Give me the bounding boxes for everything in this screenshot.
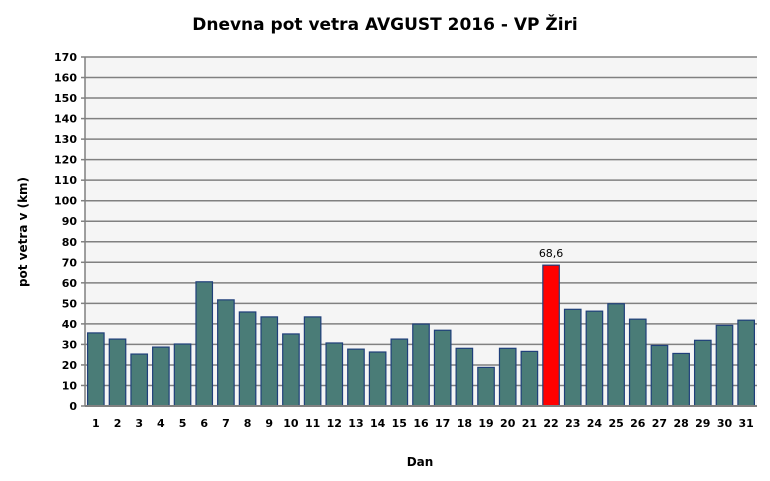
y-axis-label: pot vetra v (km) [16,177,30,287]
x-tick-label: 24 [587,417,603,430]
x-tick-label: 29 [695,417,710,430]
y-tick-label: 80 [62,236,78,249]
bar-day-19 [477,366,495,407]
bar-day-26 [628,318,647,407]
y-tick-label: 130 [54,133,77,146]
bar-day-29 [693,339,712,407]
x-tick-label: 4 [157,417,165,430]
x-tick-label: 5 [179,417,187,430]
y-tick-label: 170 [54,51,77,64]
y-tick-label: 70 [62,256,78,269]
bar-day-21 [520,350,539,407]
bar-day-16 [412,323,430,407]
x-tick-label: 16 [413,417,429,430]
y-tick-label: 100 [54,195,77,208]
x-tick-label: 10 [283,417,299,430]
x-tick-label: 14 [370,417,386,430]
x-tick-label: 31 [739,417,754,430]
bar-day-12 [325,342,344,407]
x-tick-label: 27 [652,417,667,430]
bar-day-18 [455,347,474,407]
y-tick-label: 20 [62,359,78,372]
bar-day-24 [585,310,604,407]
x-tick-label: 1 [92,417,100,430]
y-tick-label: 0 [69,400,77,413]
y-tick-label: 40 [62,318,78,331]
x-tick-label: 13 [348,417,363,430]
x-tick-label: 21 [522,417,537,430]
bar-day-30 [715,324,734,407]
y-tick-label: 60 [62,277,78,290]
bar-day-8 [238,311,257,407]
x-tick-label: 18 [457,417,472,430]
y-tick-label: 110 [54,174,77,187]
y-tick-label: 30 [62,338,78,351]
bar-day-10 [282,333,300,407]
bar-day-7 [217,299,235,407]
bar-day-1 [87,332,105,407]
bar-day-5 [173,343,192,407]
x-tick-label: 15 [392,417,407,430]
bar-day-31 [737,319,755,407]
bar-day-2 [108,338,127,407]
x-tick-label: 12 [327,417,342,430]
bar-day-3 [130,353,149,407]
bar-day-25 [607,303,625,407]
bar-day-6 [195,281,214,407]
x-tick-label: 17 [435,417,450,430]
x-tick-label: 28 [673,417,688,430]
y-tick-label: 50 [62,297,78,310]
x-tick-label: 20 [500,417,516,430]
bar-day-15 [390,338,409,407]
x-tick-label: 3 [135,417,143,430]
bar-day-22 [542,264,560,407]
y-tick-label: 140 [54,113,77,126]
bar-day-14 [368,351,387,407]
x-tick-label: 11 [305,417,320,430]
x-tick-label: 2 [114,417,122,430]
bar-day-13 [347,348,365,407]
y-tick-label: 150 [54,92,77,105]
y-tick-label: 90 [62,215,78,228]
chart-title: Dnevna pot vetra AVGUST 2016 - VP Žiri [192,13,578,35]
bar-day-4 [152,346,170,407]
x-tick-label: 23 [565,417,580,430]
x-tick-label: 19 [478,417,493,430]
y-tick-label: 10 [62,379,78,392]
bar-day-17 [433,329,452,407]
x-tick-label: 30 [717,417,733,430]
bar-day-20 [498,347,517,407]
x-tick-label: 25 [608,417,623,430]
y-tick-label: 120 [54,154,77,167]
x-tick-label: 7 [222,417,230,430]
bar-day-28 [672,352,690,407]
data-label: 68,6 [539,247,564,260]
x-axis-label: Dan [407,455,434,469]
x-tick-label: 26 [630,417,646,430]
x-tick-label: 8 [244,417,252,430]
x-tick-label: 9 [265,417,273,430]
bar-day-27 [650,344,669,407]
y-tick-label: 160 [54,72,77,85]
bar-day-11 [303,316,322,407]
x-tick-label: 22 [543,417,558,430]
x-tick-label: 6 [200,417,208,430]
bar-day-23 [563,308,582,407]
bar-day-9 [260,316,279,407]
